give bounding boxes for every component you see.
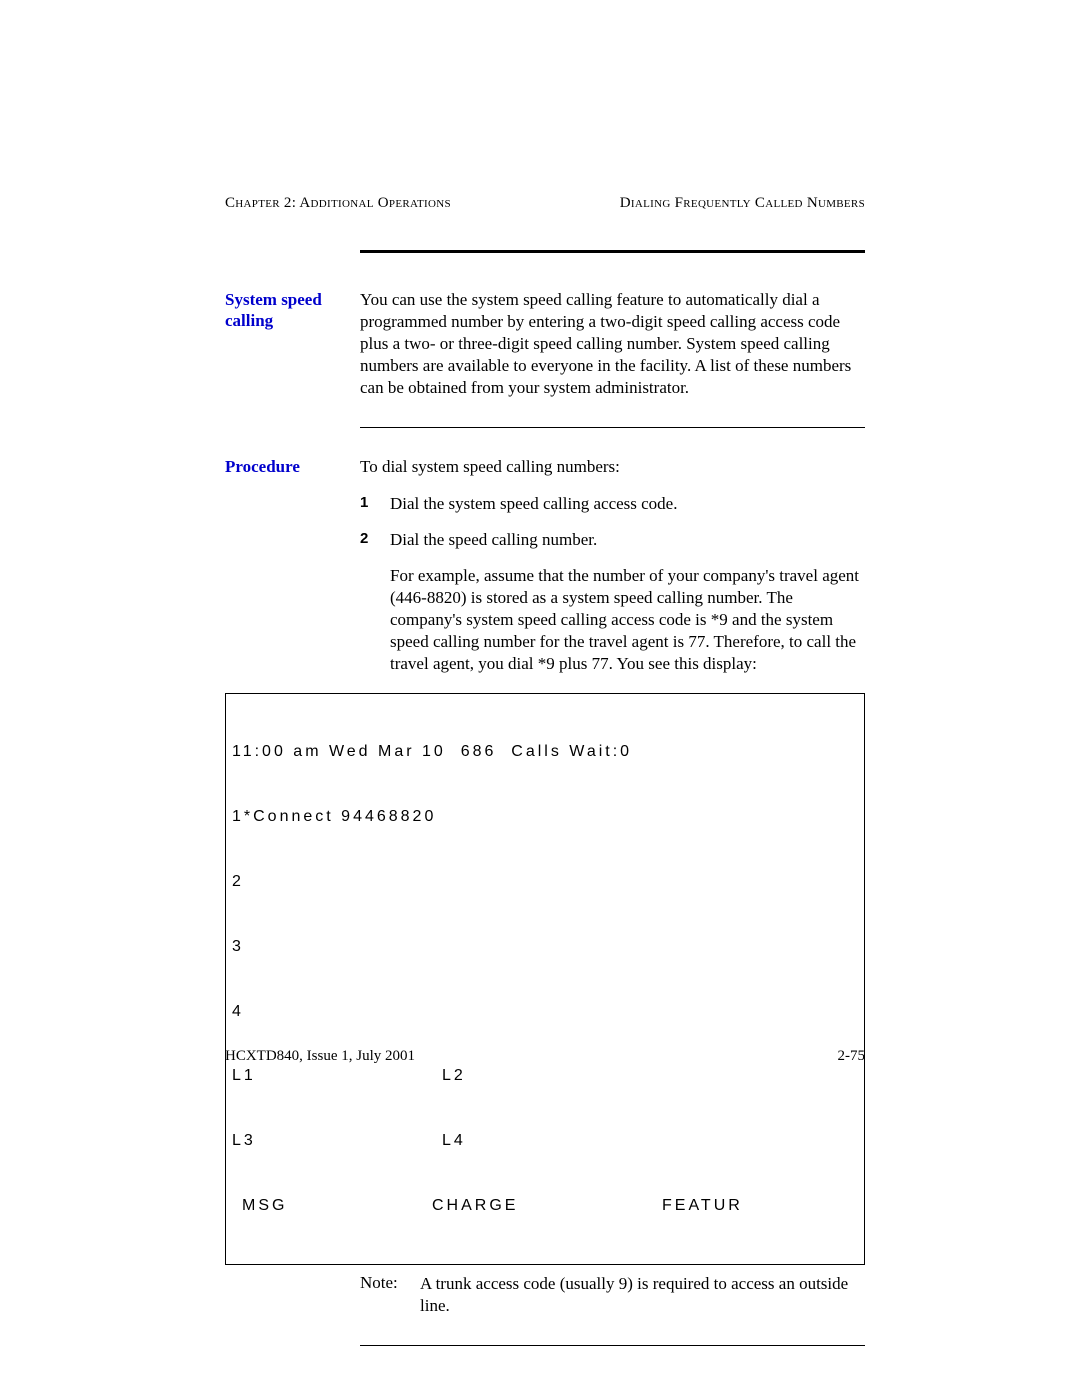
procedure-intro: To dial system speed calling numbers:	[360, 456, 865, 478]
display-line: L1 L2	[232, 1065, 858, 1087]
body-procedure: To dial system speed calling numbers: 1 …	[360, 456, 865, 675]
page-content: Chapter 2: Additional Operations Dialing…	[225, 195, 865, 1374]
procedure-step: 1 Dial the system speed calling access c…	[360, 493, 865, 515]
side-heading-procedure: Procedure	[225, 456, 360, 675]
chapter-label: Chapter 2: Additional Operations	[225, 195, 451, 212]
divider-thin	[360, 1345, 865, 1346]
section-system-speed-calling: System speed calling You can use the sys…	[225, 289, 865, 399]
display-softkeys: MSG CHARGE FEATUR	[232, 1195, 858, 1217]
footer-page-number: 2-75	[838, 1048, 866, 1065]
display-line: 1*Connect 94468820	[232, 806, 858, 828]
display-cell: L2	[442, 1065, 858, 1087]
footer-doc-id: HCXTD840, Issue 1, July 2001	[225, 1048, 415, 1065]
display-softkey: CHARGE	[432, 1195, 662, 1217]
page-footer: HCXTD840, Issue 1, July 2001 2-75	[225, 1048, 865, 1065]
procedure-steps: 1 Dial the system speed calling access c…	[360, 493, 865, 551]
display-cell: L4	[442, 1130, 858, 1152]
phone-display: 11:00 am Wed Mar 10 686 Calls Wait:0 1*C…	[225, 693, 865, 1264]
display-line: 11:00 am Wed Mar 10 686 Calls Wait:0	[232, 741, 858, 763]
note-label: Note:	[360, 1273, 420, 1317]
step-number: 1	[360, 493, 390, 515]
section-label: Dialing Frequently Called Numbers	[620, 195, 865, 212]
step-number: 2	[360, 529, 390, 551]
body-system-speed: You can use the system speed calling fea…	[360, 289, 865, 399]
display-softkey: FEATUR	[662, 1195, 858, 1217]
divider-thin	[360, 427, 865, 428]
display-line: L3 L4	[232, 1130, 858, 1152]
side-heading-system-speed: System speed calling	[225, 289, 360, 399]
step-text: Dial the speed calling number.	[390, 529, 865, 551]
step-text: Dial the system speed calling access cod…	[390, 493, 865, 515]
display-softkey: MSG	[232, 1195, 432, 1217]
note-text: A trunk access code (usually 9) is requi…	[420, 1273, 865, 1317]
display-cell: L1	[232, 1065, 442, 1087]
procedure-step: 2 Dial the speed calling number.	[360, 529, 865, 551]
divider-thick	[360, 250, 865, 253]
display-line: 4	[232, 1001, 858, 1023]
running-header: Chapter 2: Additional Operations Dialing…	[225, 195, 865, 212]
display-line: 2	[232, 871, 858, 893]
display-line: 3	[232, 936, 858, 958]
procedure-example: For example, assume that the number of y…	[390, 565, 865, 675]
display-cell: L3	[232, 1130, 442, 1152]
section-procedure: Procedure To dial system speed calling n…	[225, 456, 865, 675]
note: Note: A trunk access code (usually 9) is…	[360, 1273, 865, 1317]
